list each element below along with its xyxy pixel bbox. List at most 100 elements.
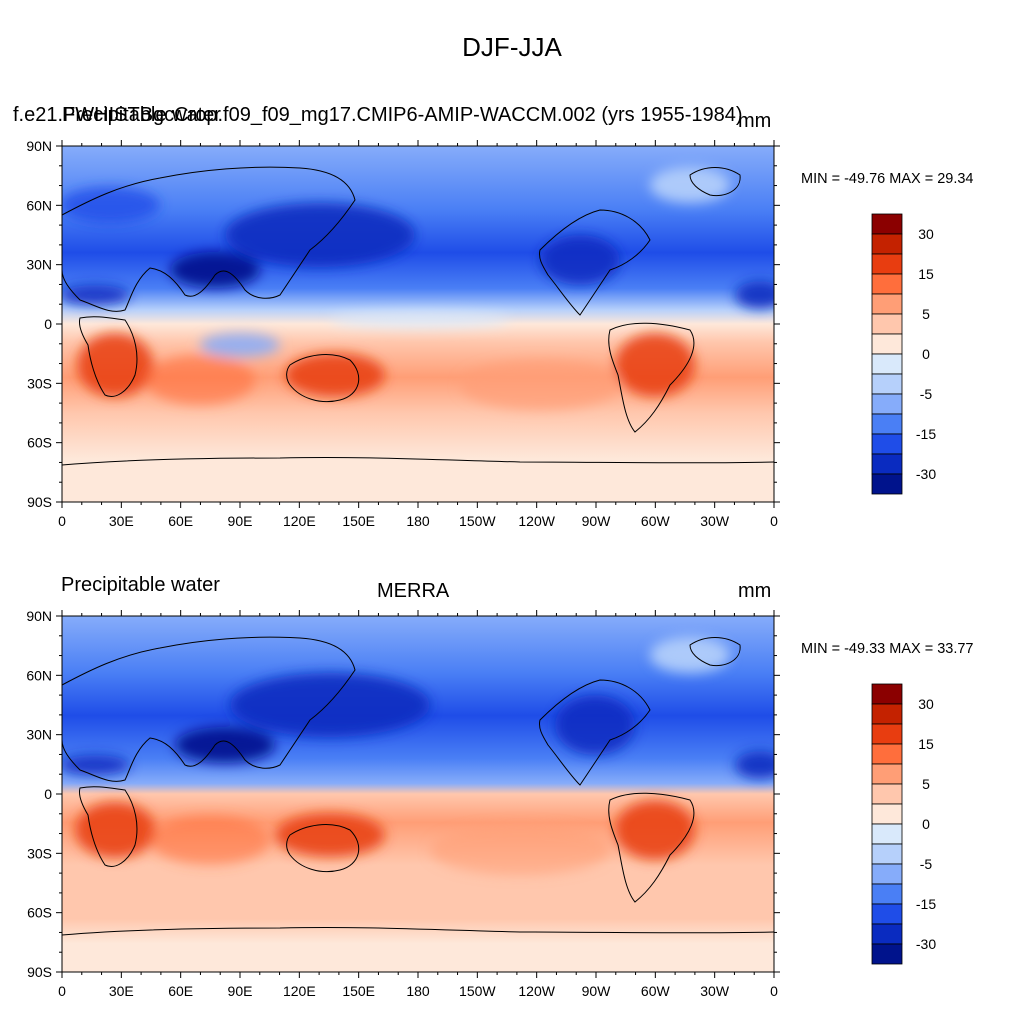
panel-1-colorbar-label-4: -5 <box>920 386 933 402</box>
panel-1-colorbar-swatch-2 <box>871 253 903 275</box>
panel-2-colorbar: 30 15 5 0 -5 -15 -30 <box>871 683 936 965</box>
panel-1-lon-tick-2: 60E <box>168 513 193 529</box>
panel-2-lat-tick-6: 90S <box>27 964 52 980</box>
panel-1-colorbar-swatch-8 <box>871 373 903 395</box>
panel-2-colorbar-swatch-8 <box>871 843 903 865</box>
panel-1-coastlines <box>62 166 774 466</box>
panel-2-lat-tick-5: 60S <box>27 905 52 921</box>
panel-2-colorbar-swatch-5 <box>871 783 903 805</box>
panel-2-lon-tick-0: 0 <box>58 983 66 999</box>
panel-2-lon-tick-9: 90W <box>582 983 612 999</box>
panel-1-colorbar-swatch-10 <box>871 413 903 435</box>
panel-1-minmax: MIN = -49.76 MAX = 29.34 <box>801 171 974 187</box>
panel-1-colorbar-swatch-11 <box>871 433 903 455</box>
panel-1-ticks: 90N 60N 30N 0 30S 60S 90S 0 30E 60E 90E 120E 150E 180… <box>26 138 780 529</box>
panel-1-lat-tick-1: 60N <box>26 197 52 213</box>
panel-1-center-label: f.e21.FWHISTBgcCrop.f09_f09_mg17.CMIP6-A… <box>13 104 743 126</box>
figure-title: DJF-JJA <box>462 32 562 62</box>
panel-2-map: 90N 60N 30N 0 30S 60S 90S 0 30E 60E 90E 120E 150E 180… <box>26 608 780 999</box>
panel-2-lat-tick-1: 60N <box>26 667 52 683</box>
panel-2-colorbar-swatch-3 <box>871 743 903 765</box>
panel-2-colorbar-swatch-11 <box>871 903 903 925</box>
panel-2-ticks: 90N 60N 30N 0 30S 60S 90S 0 30E 60E 90E 120E 150E 180… <box>26 608 780 999</box>
panel-1-colorbar-label-5: -15 <box>916 426 936 442</box>
panel-2-lon-tick-11: 30W <box>700 983 730 999</box>
panel-1-lat-tick-0: 90N <box>26 138 52 154</box>
panel-1-lon-tick-9: 90W <box>582 513 612 529</box>
panel-1-colorbar-swatch-0 <box>871 213 903 235</box>
panel-1-lat-tick-4: 30S <box>27 375 52 391</box>
panel-2-lon-tick-4: 120E <box>283 983 316 999</box>
panel-1-anomalies <box>62 167 774 410</box>
panel-1-lon-tick-11: 30W <box>700 513 730 529</box>
panel-2-left-label: Precipitable water <box>61 574 220 596</box>
panel-1-lon-tick-5: 150E <box>342 513 375 529</box>
panel-1-units-label: mm <box>738 110 772 132</box>
panel-2-lon-tick-3: 90E <box>228 983 253 999</box>
panel-1-colorbar-swatch-5 <box>871 313 903 335</box>
panel-2-colorbar-label-2: 5 <box>922 776 930 792</box>
panel-2-lon-tick-8: 120W <box>518 983 555 999</box>
panel-2-colorbar-label-6: -30 <box>916 936 936 952</box>
panel-2-coastlines <box>62 636 774 936</box>
panel-2-lat-tick-3: 0 <box>44 786 52 802</box>
panel-1-map: 90N 60N 30N 0 30S 60S 90S 0 30E 60E 90E 120E 150E 180… <box>26 138 780 529</box>
panel-2-colorbar-swatch-6 <box>871 803 903 825</box>
panel-2-minmax: MIN = -49.33 MAX = 33.77 <box>801 641 974 657</box>
panel-2-colorbar-label-0: 30 <box>918 696 934 712</box>
panel-1-lon-tick-0: 0 <box>58 513 66 529</box>
panel-2-lon-tick-5: 150E <box>342 983 375 999</box>
panel-2-colorbar-swatch-4 <box>871 763 903 785</box>
panel-1-colorbar-swatch-3 <box>871 273 903 295</box>
panel-2-lon-tick-6: 180 <box>406 983 430 999</box>
panel-1-left-label: Precipitable water <box>62 104 221 126</box>
panel-1-colorbar-label-6: -30 <box>916 466 936 482</box>
panel-1-colorbar-label-1: 15 <box>918 266 934 282</box>
panel-1-colorbar-label-0: 30 <box>918 226 934 242</box>
panel-2-lat-tick-2: 30N <box>26 727 52 743</box>
panel-1-lon-tick-4: 120E <box>283 513 316 529</box>
panel-2-lon-tick-1: 30E <box>109 983 134 999</box>
panel-1-colorbar-swatch-9 <box>871 393 903 415</box>
panel-1-lon-tick-7: 150W <box>459 513 496 529</box>
panel-1-colorbar-swatch-4 <box>871 293 903 315</box>
panel-1-colorbar-swatch-13 <box>871 473 903 495</box>
panel-1-colorbar-swatch-12 <box>871 453 903 475</box>
panel-2-colorbar-swatch-1 <box>871 703 903 725</box>
panel-1-lat-tick-3: 0 <box>44 316 52 332</box>
panel-1-lon-tick-3: 90E <box>228 513 253 529</box>
panel-2-lon-tick-12: 0 <box>770 983 778 999</box>
panel-2-lat-tick-4: 30S <box>27 845 52 861</box>
panel-2-colorbar-swatch-0 <box>871 683 903 705</box>
panel-1-colorbar-label-2: 5 <box>922 306 930 322</box>
panel-1-lon-tick-8: 120W <box>518 513 555 529</box>
panel-2-colorbar-swatch-9 <box>871 863 903 885</box>
panel-1-colorbar-label-3: 0 <box>922 346 930 362</box>
panel-2-colorbar-label-1: 15 <box>918 736 934 752</box>
panel-1-lat-tick-2: 30N <box>26 257 52 273</box>
panel-1-lat-tick-5: 60S <box>27 435 52 451</box>
panel-1-colorbar: 30 15 5 0 -5 -15 -30 <box>871 213 936 495</box>
panel-1-lon-tick-6: 180 <box>406 513 430 529</box>
panel-2-colorbar-label-3: 0 <box>922 816 930 832</box>
panel-2-lat-tick-0: 90N <box>26 608 52 624</box>
panel-2-units-label: mm <box>738 580 772 602</box>
panel-1-colorbar-swatch-6 <box>871 333 903 355</box>
panel-1-lon-tick-12: 0 <box>770 513 778 529</box>
panel-2-colorbar-label-4: -5 <box>920 856 933 872</box>
panel-1-lat-tick-6: 90S <box>27 494 52 510</box>
panel-2-colorbar-swatch-12 <box>871 923 903 945</box>
panel-2-colorbar-swatch-13 <box>871 943 903 965</box>
panel-2-colorbar-swatch-7 <box>871 823 903 845</box>
panel-2-colorbar-swatch-10 <box>871 883 903 905</box>
panel-2-center-label: MERRA <box>377 580 450 602</box>
panel-2-lon-tick-2: 60E <box>168 983 193 999</box>
panel-2-lon-tick-10: 60W <box>641 983 671 999</box>
panel-2-colorbar-swatch-2 <box>871 723 903 745</box>
panel-1-colorbar-swatch-7 <box>871 353 903 375</box>
panel-1-lon-tick-10: 60W <box>641 513 671 529</box>
panel-1-lon-tick-1: 30E <box>109 513 134 529</box>
panel-2-colorbar-label-5: -15 <box>916 896 936 912</box>
panel-2-lon-tick-7: 150W <box>459 983 496 999</box>
